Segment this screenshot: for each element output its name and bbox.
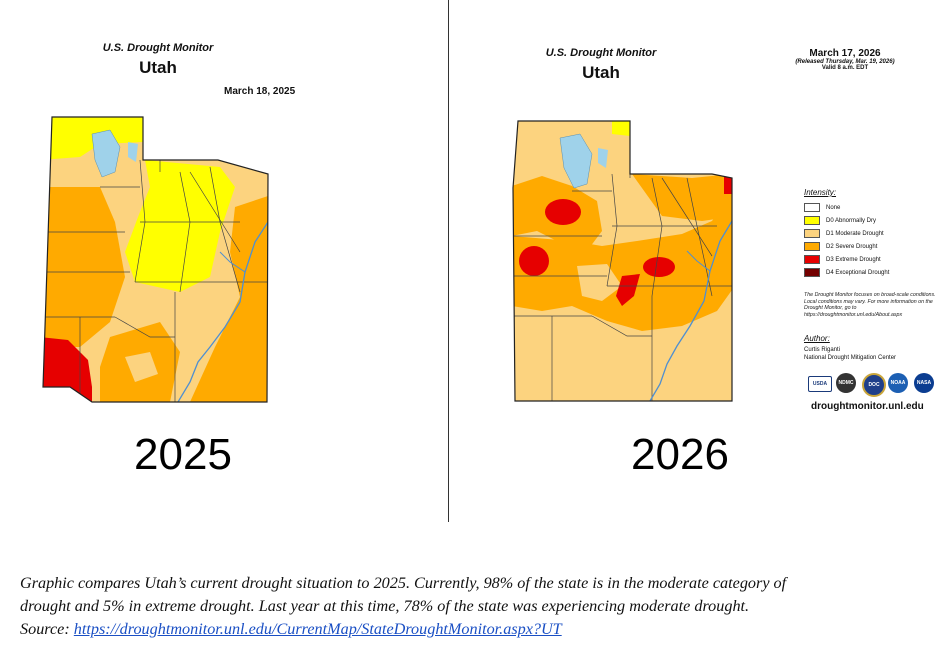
legend-item-d1: D1 Moderate Drought: [804, 228, 884, 239]
d0-region-north: [612, 121, 630, 136]
d1-pocket: [577, 264, 622, 301]
caption-line-2: drought and 5% in extreme drought. Last …: [20, 597, 750, 615]
doc-logo-icon: DOC: [862, 373, 886, 397]
d3-region-1: [545, 199, 581, 225]
usda-logo-icon: USDA: [808, 376, 832, 392]
website-url: droughtmonitor.unl.edu: [811, 401, 924, 412]
legend-title: Intensity:: [804, 188, 837, 197]
d1-pocket: [125, 352, 158, 382]
swatch-d1: [804, 229, 820, 238]
green-river: [219, 251, 246, 273]
legend-label: D1 Moderate Drought: [826, 230, 884, 237]
legend-item-d0: D0 Abnormally Dry: [804, 215, 876, 226]
county-lines: [43, 142, 268, 402]
source-label: Source:: [20, 620, 74, 638]
swatch-d0: [804, 216, 820, 225]
lake-small: [598, 148, 608, 168]
d0-region-central: [125, 160, 235, 292]
d0-region-north: [43, 117, 143, 160]
right-date: March 17, 2026: [809, 48, 881, 59]
caption-source: Source: https://droughtmonitor.unl.edu/C…: [20, 618, 945, 641]
d2-region-east: [190, 192, 268, 402]
caption-line-1: Graphic compares Utah’s current drought …: [20, 574, 787, 592]
d3-region-2: [519, 246, 549, 276]
legend-item-d4: D4 Exceptional Drought: [804, 267, 889, 278]
left-year: 2025: [134, 430, 232, 479]
green-river: [686, 250, 711, 272]
right-valid: Valid 8 a.m. EDT: [821, 65, 869, 71]
right-state-title: Utah: [582, 63, 620, 82]
d2-region-central: [513, 186, 732, 331]
colorado-river: [649, 220, 732, 401]
lake-small: [128, 142, 138, 162]
colorado-river: [177, 221, 268, 402]
left-monitor-title: U.S. Drought Monitor: [102, 42, 214, 54]
right-released: (Released Thursday, Mar. 19, 2026): [795, 59, 895, 65]
legend: Intensity: None D0 Abnormally Dry D1 Mod…: [804, 188, 944, 288]
author-name: Curtis Riganti: [804, 347, 841, 353]
right-monitor-title: U.S. Drought Monitor: [545, 47, 657, 59]
utah-map-2025: [42, 116, 269, 403]
legend-note: The Drought Monitor focuses on broad-sca…: [804, 292, 936, 318]
state-outline: [42, 116, 269, 403]
legend-label: D0 Abnormally Dry: [826, 217, 877, 224]
source-link[interactable]: https://droughtmonitor.unl.edu/CurrentMa…: [73, 620, 562, 638]
legend-item-d3: D3 Extreme Drought: [804, 254, 881, 265]
d2-region-west: [43, 187, 125, 347]
noaa-logo-icon: NOAA: [888, 373, 908, 393]
left-state-title: Utah: [139, 58, 177, 77]
author-heading: Author:: [804, 334, 830, 343]
state-outline: [512, 120, 733, 402]
great-salt-lake: [559, 133, 593, 189]
author-org: National Drought Mitigation Center: [804, 355, 897, 361]
caption: Graphic compares Utah’s current drought …: [20, 572, 945, 641]
panel-divider: [448, 0, 449, 522]
swatch-d4: [804, 268, 820, 277]
swatch-d2: [804, 242, 820, 251]
d3-region-4: [616, 274, 640, 306]
great-salt-lake: [91, 129, 121, 178]
d3-region-5: [724, 174, 732, 194]
legend-item-d2: D2 Severe Drought: [804, 241, 877, 252]
legend-label: D2 Severe Drought: [826, 243, 878, 250]
ndmc-logo-icon: NDMC: [836, 373, 856, 393]
legend-item-none: None: [804, 202, 840, 213]
left-date: March 18, 2025: [224, 86, 296, 97]
legend-label: D3 Extreme Drought: [826, 256, 881, 263]
utah-map-2026: [512, 120, 733, 402]
swatch-d3: [804, 255, 820, 264]
d3-region-3: [643, 257, 675, 277]
right-date-block: March 17, 2026 (Released Thursday, Mar. …: [790, 48, 900, 71]
legend-label: None: [826, 204, 841, 211]
swatch-none: [804, 203, 820, 212]
county-lines: [513, 146, 732, 401]
nasa-logo-icon: NASA: [914, 373, 934, 393]
right-year: 2026: [631, 430, 729, 479]
legend-label: D4 Exceptional Drought: [826, 269, 890, 276]
